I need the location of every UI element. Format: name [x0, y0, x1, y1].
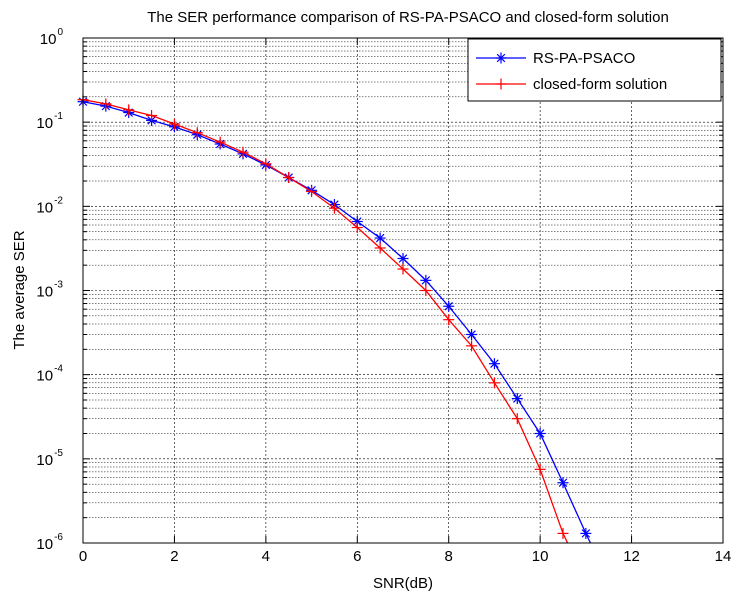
series-layer — [77, 94, 592, 544]
asterisk-marker — [488, 358, 500, 370]
x-tick-label: 6 — [353, 548, 361, 565]
marker-stroke — [558, 478, 568, 488]
asterisk-marker — [351, 216, 363, 228]
x-tick-label: 0 — [79, 548, 87, 565]
x-tick-label: 4 — [262, 548, 270, 565]
y-tick-exponent: 0 — [57, 27, 63, 38]
legend: RS-PA-PSACO closed-form solution — [467, 38, 722, 102]
asterisk-marker — [466, 329, 478, 341]
x-tick-labels: 0 2 4 6 8 10 12 14 — [79, 548, 732, 565]
y-tick-exponent: -5 — [54, 448, 63, 459]
plus-marker — [191, 127, 203, 139]
x-tick-label: 8 — [445, 548, 453, 565]
y-axis-label: The average SER — [11, 230, 28, 349]
plus-marker — [495, 78, 507, 90]
plus-marker — [557, 527, 569, 539]
plus-marker — [260, 158, 272, 170]
legend-box — [467, 38, 722, 102]
y-tick-exponent: -4 — [54, 364, 63, 375]
plus-marker — [466, 340, 478, 352]
legend-items: RS-PA-PSACO closed-form solution — [476, 50, 667, 93]
x-axis-label: SNR(dB) — [373, 575, 433, 592]
marker-stroke — [513, 394, 522, 403]
asterisk-marker — [557, 477, 569, 489]
x-tick-label: 14 — [715, 548, 732, 565]
x-tick-label: 2 — [170, 548, 178, 565]
plus-marker — [420, 285, 432, 296]
plus-marker — [511, 413, 523, 425]
plus-marker — [123, 104, 135, 116]
marker-stroke — [353, 217, 362, 226]
marker-stroke — [581, 529, 591, 538]
y-tick-exponent: -1 — [54, 111, 63, 122]
asterisk-marker — [397, 252, 409, 264]
plus-marker — [351, 222, 363, 234]
marker-stroke — [421, 276, 431, 285]
x-tick-label: 10 — [532, 548, 549, 565]
plus-marker — [283, 172, 295, 184]
x-tick-label: 12 — [623, 548, 640, 565]
legend-item-0: RS-PA-PSACO — [476, 50, 635, 67]
chart-title: The SER performance comparison of RS-PA-… — [147, 9, 669, 26]
plus-marker — [100, 98, 112, 110]
y-tick-exponent: -6 — [54, 532, 63, 543]
asterisk-marker — [420, 274, 432, 286]
plus-marker — [443, 314, 455, 326]
marker-stroke — [467, 330, 476, 339]
marker-stroke — [398, 254, 408, 263]
marker-stroke — [444, 301, 453, 311]
plus-marker — [328, 202, 340, 214]
asterisk-marker — [495, 52, 507, 64]
y-tick-exponent: -3 — [54, 280, 63, 291]
marker-stroke — [496, 53, 506, 63]
plus-marker — [214, 136, 226, 148]
asterisk-marker — [580, 527, 592, 539]
series-1 — [77, 94, 569, 544]
series-line — [82, 101, 592, 544]
plus-marker — [237, 146, 249, 158]
y-tick-exponent: -2 — [54, 195, 63, 206]
legend-label: RS-PA-PSACO — [533, 50, 635, 67]
plus-marker — [374, 242, 386, 254]
plus-marker — [534, 463, 546, 475]
plot-area — [77, 37, 724, 544]
plus-marker — [488, 377, 500, 389]
legend-item-1: closed-form solution — [476, 76, 667, 93]
asterisk-marker — [511, 393, 523, 405]
asterisk-marker — [443, 300, 455, 312]
plus-marker — [397, 263, 409, 275]
asterisk-marker — [374, 232, 386, 244]
asterisk-marker — [534, 427, 546, 439]
legend-label: closed-form solution — [533, 76, 667, 93]
plus-marker — [168, 118, 180, 130]
plus-marker — [146, 110, 158, 122]
marker-stroke — [535, 429, 545, 438]
marker-stroke — [490, 359, 499, 368]
plus-marker — [306, 186, 318, 198]
marker-stroke — [375, 233, 385, 243]
